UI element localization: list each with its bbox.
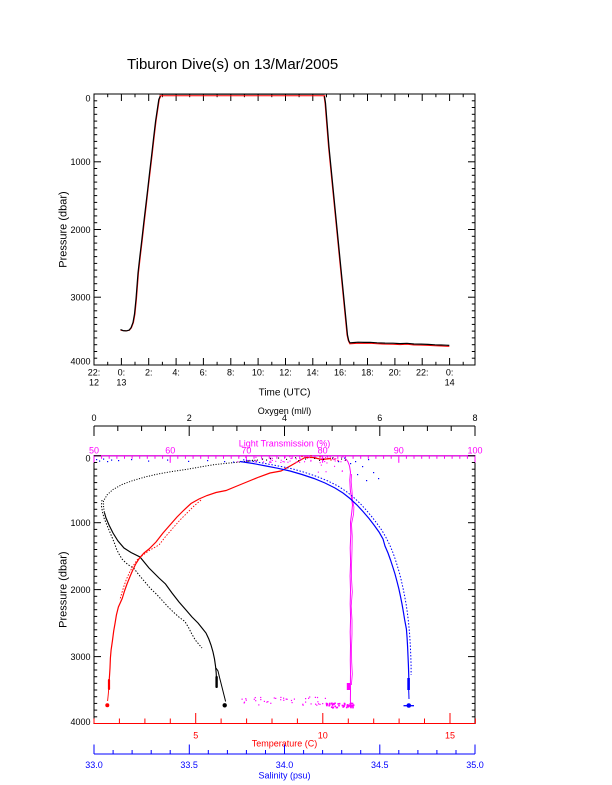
svg-text:3000: 3000 [70,293,90,303]
svg-text:3000: 3000 [70,652,90,662]
svg-text:60: 60 [165,445,175,455]
svg-text:34.0: 34.0 [276,760,294,770]
svg-text:34.5: 34.5 [371,760,389,770]
svg-text:5: 5 [193,730,198,740]
svg-text:1000: 1000 [70,518,90,528]
svg-text:2:: 2: [145,368,153,378]
svg-text:Pressure (dbar): Pressure (dbar) [58,551,70,627]
svg-text:4:: 4: [172,368,180,378]
svg-text:6:: 6: [200,368,208,378]
svg-text:Oxygen (ml/l): Oxygen (ml/l) [258,406,312,416]
svg-text:70: 70 [241,445,251,455]
svg-text:4000: 4000 [70,357,90,367]
svg-text:18:: 18: [361,368,374,378]
svg-text:20:: 20: [389,368,402,378]
svg-text:33.0: 33.0 [85,760,103,770]
svg-text:90: 90 [394,445,404,455]
svg-text:2: 2 [187,413,192,423]
svg-text:16:: 16: [334,368,347,378]
svg-text:12: 12 [89,378,99,388]
svg-text:Temperature (C): Temperature (C) [252,739,318,749]
svg-text:14: 14 [445,378,455,388]
svg-text:6: 6 [377,413,382,423]
svg-text:4: 4 [282,413,287,423]
svg-text:80: 80 [318,445,328,455]
svg-text:8:: 8: [227,368,235,378]
svg-text:0:: 0: [118,368,126,378]
svg-text:0:: 0: [446,368,454,378]
svg-text:22:: 22: [88,368,101,378]
svg-text:Time (UTC): Time (UTC) [259,388,311,399]
svg-text:22:: 22: [416,368,429,378]
svg-text:1000: 1000 [70,157,90,167]
svg-text:13: 13 [116,378,126,388]
svg-text:12:: 12: [279,368,292,378]
svg-text:50: 50 [89,445,99,455]
svg-text:0: 0 [91,413,96,423]
svg-text:Pressure (dbar): Pressure (dbar) [58,191,70,267]
svg-text:0: 0 [85,93,90,103]
svg-text:10: 10 [318,730,328,740]
svg-text:Tiburon Dive(s) on 13/Mar/2005: Tiburon Dive(s) on 13/Mar/2005 [127,56,338,73]
svg-text:2000: 2000 [70,585,90,595]
svg-text:Salinity (psu): Salinity (psu) [258,771,310,781]
svg-text:15: 15 [445,730,455,740]
svg-text:35.0: 35.0 [466,760,484,770]
svg-text:2000: 2000 [70,225,90,235]
svg-text:Light Transmission (%): Light Transmission (%) [239,438,331,448]
svg-text:4000: 4000 [70,717,90,727]
svg-text:8: 8 [472,413,477,423]
svg-text:14:: 14: [307,368,320,378]
svg-text:0: 0 [85,453,90,463]
svg-text:33.5: 33.5 [180,760,198,770]
svg-text:100: 100 [467,445,482,455]
svg-text:10:: 10: [252,368,265,378]
